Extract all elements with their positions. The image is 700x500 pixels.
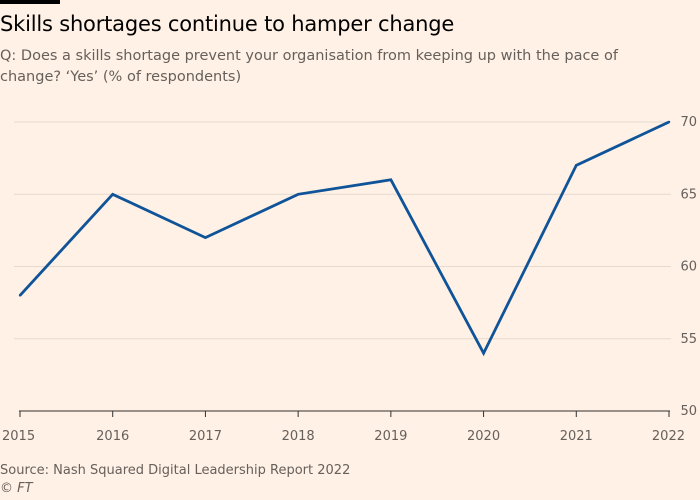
x-tick-label: 2020 (467, 429, 500, 444)
chart-subtitle: Q: Does a skills shortage prevent your o… (0, 48, 618, 85)
data-point (296, 193, 300, 196)
x-tick-label: 2018 (282, 429, 315, 444)
data-point (389, 178, 393, 181)
ft-credit: © FT (0, 481, 33, 496)
source-note: Source: Nash Squared Digital Leadership … (0, 463, 351, 478)
data-point (667, 120, 671, 124)
data-point (18, 294, 22, 297)
y-tick-label: 70 (680, 115, 697, 130)
x-tick-label: 2019 (374, 429, 407, 444)
x-tick-label: 2021 (560, 429, 593, 444)
y-tick-label: 65 (680, 187, 697, 202)
chart-title: Skills shortages continue to hamper chan… (0, 12, 455, 36)
data-point (575, 164, 578, 167)
y-tick-label: 50 (680, 404, 697, 419)
top-rule (0, 0, 60, 4)
data-point (111, 193, 114, 196)
x-tick-label: 2017 (189, 429, 222, 444)
data-point (204, 236, 207, 239)
y-tick-label: 60 (680, 260, 697, 275)
y-tick-label: 55 (680, 332, 697, 347)
data-point (482, 352, 485, 355)
x-tick-label: 2022 (652, 429, 685, 444)
x-tick-label: 2016 (96, 429, 129, 444)
series-line (18, 120, 670, 357)
x-tick-label: 2015 (2, 429, 35, 444)
